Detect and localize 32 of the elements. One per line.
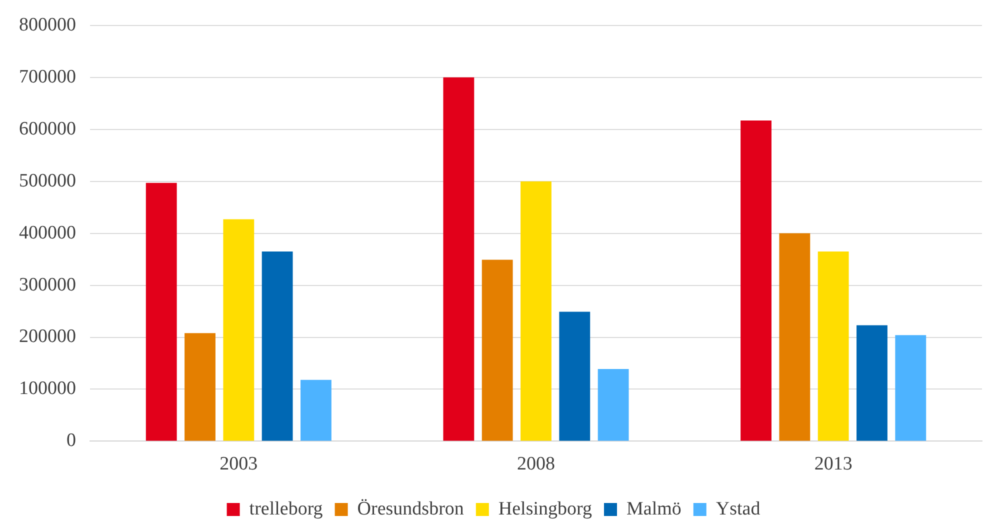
y-tick-label: 800000 — [19, 14, 76, 36]
y-tick-label: 600000 — [19, 118, 76, 140]
legend-label: Öresundsbron — [357, 498, 464, 520]
bar — [818, 251, 849, 441]
bar — [146, 182, 177, 441]
y-tick-label: 300000 — [19, 274, 76, 296]
bar — [262, 251, 293, 441]
bar — [598, 368, 629, 441]
bar — [520, 181, 552, 441]
y-tick-label: 100000 — [19, 378, 76, 400]
y-tick-label: 700000 — [19, 66, 76, 88]
y-tick-label: 200000 — [19, 326, 76, 348]
bar — [300, 380, 332, 441]
y-tick-label: 0 — [66, 430, 76, 452]
bar — [856, 325, 888, 441]
x-tick-label: 2003 — [220, 454, 258, 475]
x-tick-label: 2008 — [517, 454, 555, 475]
legend-label: trelleborg — [249, 498, 324, 520]
bar — [443, 77, 474, 441]
bar — [740, 120, 772, 441]
bar — [223, 219, 254, 441]
bar — [779, 233, 810, 441]
legend-label: Malmö — [626, 498, 682, 520]
legend-label: Helsingborg — [498, 498, 592, 520]
bar — [184, 333, 216, 441]
bar — [895, 335, 926, 441]
bar — [482, 260, 513, 441]
legend-label: Ystad — [716, 498, 761, 520]
x-tick-label: 2013 — [814, 454, 852, 475]
bar — [559, 312, 590, 441]
y-tick-label: 400000 — [19, 222, 76, 244]
y-tick-label: 500000 — [19, 170, 76, 192]
